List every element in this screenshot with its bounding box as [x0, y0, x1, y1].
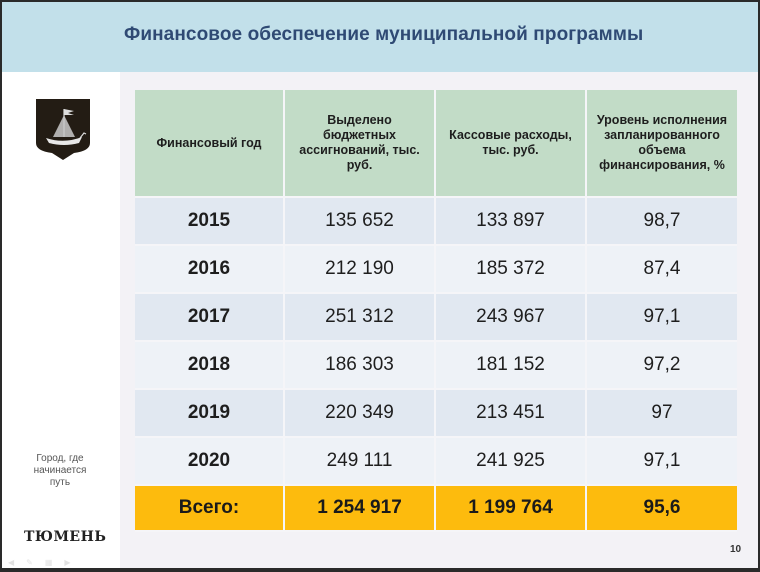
spent-cell: 241 925: [436, 438, 587, 486]
header-allocated: Выделено бюджетных ассигнований, тыс. ру…: [285, 90, 436, 198]
pen-icon[interactable]: ✎: [26, 558, 33, 567]
page-number: 10: [730, 544, 742, 555]
tyumen-coat-of-arms-icon: [36, 99, 90, 160]
total-label: Всего:: [135, 486, 285, 532]
table-row: 2020 249 111 241 925 97,1: [135, 438, 737, 486]
allocated-cell: 251 312: [285, 294, 436, 342]
table-row: 2016 212 190 185 372 87,4: [135, 246, 737, 294]
allocated-cell: 186 303: [285, 342, 436, 390]
previous-slide-icon[interactable]: ◀: [8, 558, 15, 567]
slideshow-toolbar: ◀ ✎ ▦ ▶: [8, 558, 71, 567]
table-row: 2019 220 349 213 451 97: [135, 390, 737, 438]
table-row: 2018 186 303 181 152 97,2: [135, 342, 737, 390]
city-slogan: Город, где начинается путь: [33, 453, 87, 488]
slides-grid-icon[interactable]: ▦: [44, 558, 53, 567]
table-header-row: Финансовый год Выделено бюджетных ассигн…: [135, 90, 737, 198]
allocated-cell: 212 190: [285, 246, 436, 294]
year-cell: 2015: [135, 198, 285, 246]
title-bar: Финансовое обеспечение муниципальной про…: [2, 2, 758, 72]
level-cell: 87,4: [587, 246, 737, 294]
total-level: 95,6: [587, 486, 737, 532]
spent-cell: 213 451: [436, 390, 587, 438]
level-cell: 97,1: [587, 438, 737, 486]
next-slide-icon[interactable]: ▶: [64, 558, 71, 567]
level-cell: 97: [587, 390, 737, 438]
year-cell: 2017: [135, 294, 285, 342]
header-level: Уровень исполнения запланированного объе…: [587, 90, 737, 198]
slide-title: Финансовое обеспечение муниципальной про…: [124, 24, 644, 45]
total-allocated: 1 254 917: [285, 486, 436, 532]
table-row: 2015 135 652 133 897 98,7: [135, 198, 737, 246]
level-cell: 97,2: [587, 342, 737, 390]
header-spent: Кассовые расходы, тыс. руб.: [436, 90, 587, 198]
level-cell: 98,7: [587, 198, 737, 246]
total-spent: 1 199 764: [436, 486, 587, 532]
year-cell: 2016: [135, 246, 285, 294]
year-cell: 2018: [135, 342, 285, 390]
spent-cell: 185 372: [436, 246, 587, 294]
table-row: 2017 251 312 243 967 97,1: [135, 294, 737, 342]
allocated-cell: 220 349: [285, 390, 436, 438]
level-cell: 97,1: [587, 294, 737, 342]
allocated-cell: 135 652: [285, 198, 436, 246]
year-cell: 2019: [135, 390, 285, 438]
spent-cell: 133 897: [436, 198, 587, 246]
total-row: Всего: 1 254 917 1 199 764 95,6: [135, 486, 737, 532]
spent-cell: 181 152: [436, 342, 587, 390]
allocated-cell: 249 111: [285, 438, 436, 486]
header-year: Финансовый год: [135, 90, 285, 198]
spent-cell: 243 967: [436, 294, 587, 342]
financing-table: Финансовый год Выделено бюджетных ассигн…: [135, 90, 737, 532]
city-name-logo: ТЮМЕНЬ: [24, 529, 107, 545]
year-cell: 2020: [135, 438, 285, 486]
